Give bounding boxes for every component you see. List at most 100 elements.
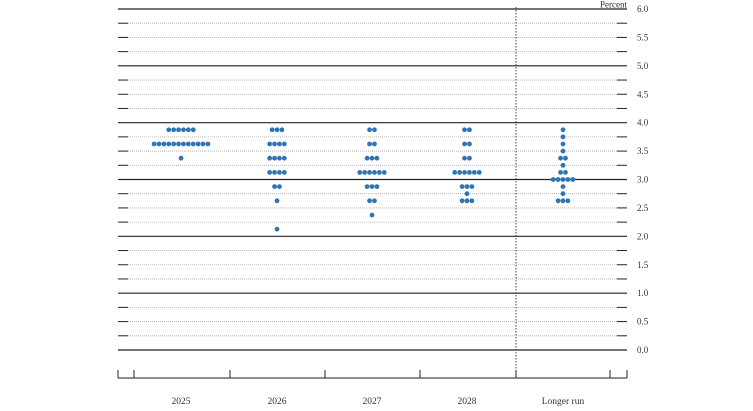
y-tick-label: 2.0 (637, 231, 649, 241)
dot (560, 141, 566, 147)
dot (277, 141, 282, 147)
dot (452, 169, 458, 175)
dot (462, 127, 467, 133)
y-tick-label: 3.5 (637, 146, 649, 156)
dot (464, 198, 470, 204)
dots (151, 127, 576, 232)
dot (560, 177, 566, 182)
dot (560, 127, 566, 133)
dot (166, 127, 172, 133)
dot (558, 169, 563, 175)
dot (369, 155, 375, 161)
dot (560, 134, 566, 140)
dot (205, 141, 211, 147)
dot (467, 169, 472, 175)
dot (462, 155, 467, 161)
dot (277, 169, 282, 175)
dot (558, 155, 563, 161)
y-tick-label: 1.5 (637, 260, 649, 270)
dot (269, 127, 275, 133)
y-tick-label: 6.0 (637, 4, 649, 14)
x-tick-labels: 2025 2026 2027 2028 Longer run (172, 397, 585, 407)
dot (563, 169, 568, 175)
dot (281, 169, 287, 175)
dot (272, 141, 277, 147)
dot (462, 169, 467, 175)
x-tick-label-2028: 2028 (458, 397, 477, 407)
dot (550, 177, 556, 182)
dot (267, 141, 273, 147)
dot (560, 191, 566, 197)
y-tick-label: 0.5 (637, 317, 649, 327)
dot (171, 141, 177, 147)
dot (560, 148, 566, 154)
x-tick-label-2027: 2027 (363, 397, 382, 407)
dot (181, 141, 186, 147)
dot (161, 141, 167, 147)
dot (362, 169, 368, 175)
y-tick-label: 1.0 (637, 288, 649, 298)
dot (459, 184, 465, 190)
dot (277, 184, 282, 190)
dot (364, 184, 370, 190)
y-tick-label: 2.5 (637, 203, 649, 213)
dot (565, 177, 571, 182)
dot (565, 198, 571, 204)
dot (555, 177, 561, 182)
dot (372, 127, 377, 133)
dot (471, 169, 477, 175)
dot (563, 155, 568, 161)
dot (357, 169, 363, 175)
dot (166, 141, 172, 147)
dot (176, 127, 181, 133)
dot (467, 141, 472, 147)
dot (369, 184, 375, 190)
dot (570, 177, 576, 182)
dot (372, 141, 377, 147)
y-tick-label: 4.5 (637, 89, 649, 99)
x-axis (117, 370, 628, 379)
x-tick-label-2026: 2026 (268, 397, 287, 407)
dot (272, 184, 277, 190)
dot (560, 162, 566, 168)
dot (190, 141, 196, 147)
dot (374, 155, 380, 161)
dot (281, 155, 287, 161)
dot (272, 155, 277, 161)
dot (464, 184, 470, 190)
dot (274, 226, 280, 232)
dot (151, 141, 157, 147)
dot (279, 127, 285, 133)
dot (467, 127, 472, 133)
y-axis-label: Percent (600, 0, 627, 10)
x-tick-label-2025: 2025 (172, 397, 191, 407)
dot (464, 191, 470, 197)
dot (467, 155, 472, 161)
dot (190, 127, 196, 133)
dot (372, 169, 377, 175)
dot (381, 169, 387, 175)
dot (469, 198, 475, 204)
dot (555, 198, 561, 204)
dot (274, 127, 280, 133)
dot (156, 141, 162, 147)
dot (457, 169, 463, 175)
dot (560, 184, 566, 190)
dot (178, 155, 184, 161)
dot (171, 127, 177, 133)
dot (369, 212, 375, 218)
dot (185, 127, 191, 133)
y-tick-label: 5.5 (637, 32, 649, 42)
grid (118, 7, 627, 378)
dot (476, 169, 482, 175)
dot (376, 169, 382, 175)
y-tick-label: 5.0 (637, 61, 649, 71)
dot (176, 141, 181, 147)
dot (274, 198, 280, 204)
dot (374, 184, 380, 190)
dot (560, 198, 566, 204)
dot (185, 141, 191, 147)
dot (181, 127, 186, 133)
y-tick-labels: 0.0 0.5 1.0 1.5 2.0 2.5 3.0 3.5 4.0 4.5 5.0 5.5 6.0 (637, 4, 649, 355)
